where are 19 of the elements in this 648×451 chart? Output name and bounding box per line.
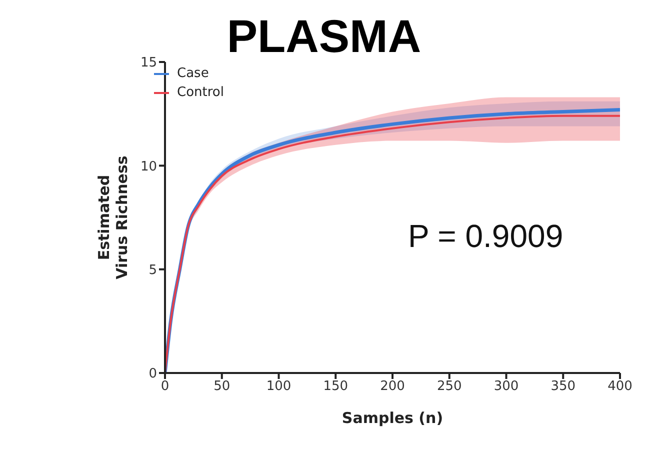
y-tick-label: 0 xyxy=(148,366,157,382)
legend-label: Control xyxy=(177,85,224,100)
y-tick-label: 5 xyxy=(148,262,157,278)
x-tick-label: 50 xyxy=(214,379,230,394)
x-tick-label: 400 xyxy=(608,379,632,394)
y-axis-title: Estimated Virus Richness xyxy=(95,156,131,280)
legend-label: Case xyxy=(177,66,209,81)
chart-title: PLASMA xyxy=(226,10,422,62)
y-tick-label: 15 xyxy=(140,56,157,71)
x-tick-label: 300 xyxy=(494,379,519,394)
x-tick-label: 0 xyxy=(160,379,170,394)
x-axis-title: Samples (n) xyxy=(342,409,444,427)
annotation: P = 0.9009 xyxy=(408,218,564,255)
x-tick-label: 250 xyxy=(436,379,462,394)
y-tick-label: 10 xyxy=(140,159,157,174)
x-tick-label: 150 xyxy=(323,379,348,394)
x-tick-label: 200 xyxy=(380,379,405,394)
x-tick-label: 350 xyxy=(550,379,576,394)
x-tick-label: 100 xyxy=(266,379,292,394)
